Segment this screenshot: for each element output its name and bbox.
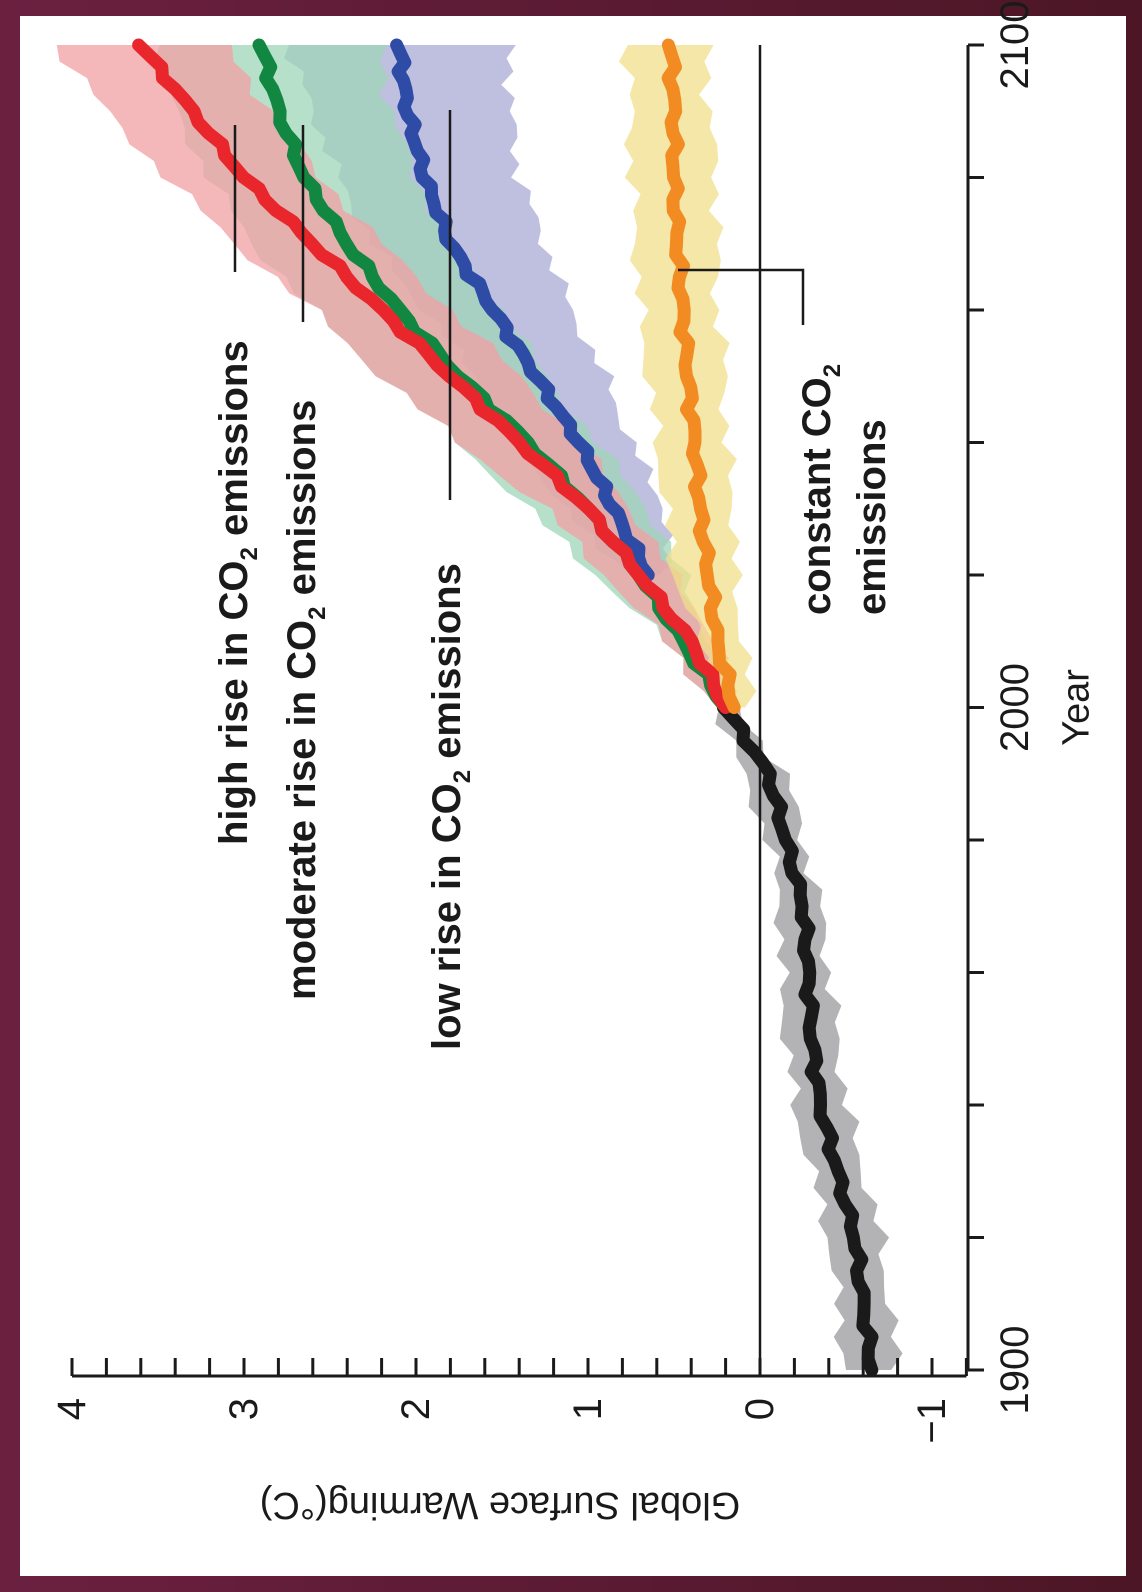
warming-tick-label: 3 xyxy=(222,1398,266,1420)
series-line-3 xyxy=(661,38,741,714)
annotation-low: low rise in CO2 emissions xyxy=(425,563,476,1050)
warming-tick-label: 0 xyxy=(738,1398,782,1420)
annotation-constant: constant CO2 xyxy=(795,364,846,615)
warming-axis-title: Global Surface Warming(°C) xyxy=(260,1484,740,1526)
year-tick-label: 1900 xyxy=(993,1326,1037,1415)
leader-constant xyxy=(678,268,805,325)
annotation-constant-line2: emissions xyxy=(850,419,894,615)
warming-tick-label: 1 xyxy=(566,1398,610,1420)
series-line-2 xyxy=(390,38,655,582)
year-axis-title: Year xyxy=(1055,669,1097,746)
warming-tick-label: 4 xyxy=(50,1398,94,1420)
uncertainty-band-0 xyxy=(56,45,738,708)
warming-tick-label: 2 xyxy=(394,1398,438,1420)
annotation-high: high rise in CO2 emissions xyxy=(212,340,263,845)
year-tick-label: 2100 xyxy=(993,1,1037,90)
series-line-4 xyxy=(716,701,879,1377)
annotation-moderate: moderate rise in CO2 emissions xyxy=(280,400,331,1000)
warming-tick-label: −1 xyxy=(910,1398,954,1444)
chart-panel xyxy=(20,16,1126,1576)
year-tick-label: 2000 xyxy=(993,663,1037,752)
